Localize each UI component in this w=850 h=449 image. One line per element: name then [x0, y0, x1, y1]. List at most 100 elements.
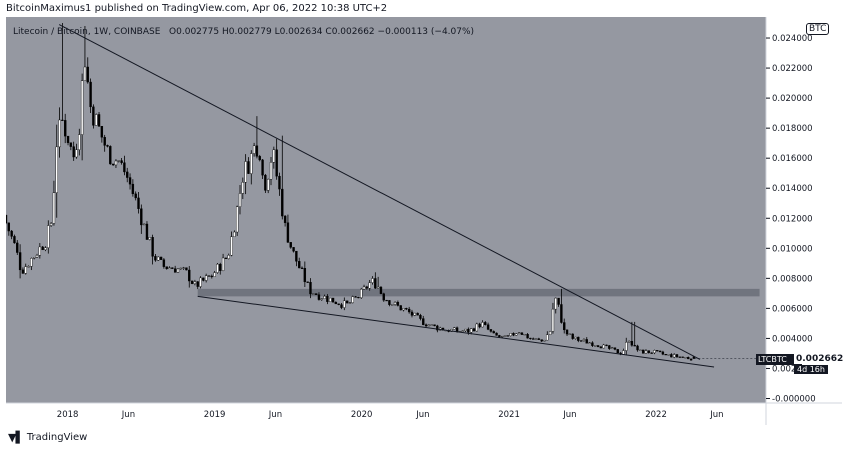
close-label: C	[325, 27, 332, 37]
candle-body	[227, 255, 230, 259]
candle-body	[667, 354, 670, 356]
candle-body	[405, 308, 408, 310]
candle-body	[523, 334, 526, 336]
candle-body	[532, 338, 535, 340]
candle-body	[605, 344, 608, 346]
candle-body	[399, 305, 402, 311]
candle-body	[269, 162, 273, 180]
candle-body	[106, 145, 109, 147]
candle-body	[21, 269, 25, 274]
candle-body	[410, 311, 414, 316]
candle-body	[199, 277, 202, 287]
candle-body	[190, 280, 194, 284]
y-tick-label: 0.016000	[772, 154, 813, 164]
candle-body	[27, 266, 30, 268]
candle-body	[16, 242, 19, 253]
candle-body	[416, 312, 419, 316]
candle-body	[571, 333, 574, 339]
candle-body	[123, 162, 126, 173]
candle-body	[162, 259, 166, 267]
candle-body	[678, 356, 681, 358]
candle-body	[687, 357, 690, 360]
candle-body	[455, 327, 459, 332]
x-tick-label: Jun	[268, 410, 282, 420]
low-value: 0.002634	[279, 27, 323, 37]
chart-area[interactable]: 0.024000 0.022000 0.020000 0.018000 0.016000…	[4, 17, 842, 425]
candle-body	[317, 294, 321, 300]
candle-body	[644, 350, 648, 354]
candle-body	[157, 256, 160, 261]
candle-body	[520, 332, 524, 335]
candle-body	[179, 267, 182, 270]
candle-body	[464, 328, 467, 332]
candle-body	[413, 312, 416, 316]
candle-body	[498, 335, 501, 338]
candle-body	[365, 286, 369, 289]
candle-body	[391, 304, 394, 306]
candle-body	[41, 246, 44, 251]
candle-body	[100, 126, 104, 138]
candle-body	[402, 308, 405, 311]
candle-body	[461, 330, 464, 332]
candle-body	[436, 325, 439, 331]
candle-body	[658, 350, 662, 353]
candle-body	[224, 257, 228, 259]
price-chart[interactable]: 0.024000 0.022000 0.020000 0.018000 0.016000…	[4, 17, 842, 425]
candle-body	[148, 237, 151, 240]
resistance-band	[197, 288, 760, 297]
candle-body	[261, 159, 264, 176]
ticker-price-tag: LTCBTC	[756, 354, 802, 365]
candle-body	[193, 281, 197, 284]
candle-body	[7, 222, 11, 232]
candle-body	[69, 142, 73, 147]
candle-body	[323, 295, 326, 299]
candle-body	[343, 300, 346, 308]
candle-body	[168, 267, 171, 270]
candle-body	[64, 120, 67, 137]
candle-body	[653, 350, 656, 354]
candle-body	[374, 278, 377, 289]
candle-body	[230, 236, 233, 256]
candle-body	[481, 322, 484, 328]
candle-body	[489, 329, 493, 332]
candle-body	[154, 256, 157, 261]
candle-body	[675, 354, 679, 358]
candle-body	[334, 302, 338, 305]
currency-badge[interactable]: BTC	[806, 23, 830, 35]
candle-body	[636, 345, 639, 351]
candle-body	[599, 346, 603, 349]
candle-body	[326, 295, 329, 302]
candle-body	[210, 275, 213, 278]
candle-body	[664, 354, 667, 356]
candle-body	[382, 293, 385, 301]
x-tick-label: Jun	[562, 410, 576, 420]
x-tick-label: 2018	[57, 410, 79, 420]
candle-body	[348, 302, 352, 304]
footer: ▼▌ TradingView	[8, 431, 87, 444]
candle-body	[557, 297, 560, 305]
x-tick-label: 2021	[498, 410, 520, 420]
candle-body	[495, 332, 498, 336]
candle-body	[52, 192, 56, 224]
candle-body	[140, 208, 143, 226]
candle-body	[283, 215, 287, 223]
candle-body	[543, 339, 546, 342]
high-value: 0.002779	[228, 27, 272, 37]
candle-body	[131, 183, 135, 195]
candle-body	[515, 333, 518, 336]
candle-body	[427, 324, 431, 327]
candle-body	[252, 145, 256, 154]
candle-body	[689, 358, 693, 361]
candle-body	[565, 329, 569, 335]
candle-body	[278, 175, 281, 190]
candle-body	[207, 275, 211, 277]
y-tick-label: 0.012000	[772, 214, 813, 224]
candle-body	[577, 336, 580, 341]
candle-body	[103, 137, 106, 146]
last-price-label: 0.002662	[794, 354, 846, 364]
candle-body	[13, 236, 16, 244]
candle-body	[492, 331, 495, 334]
candle-body	[128, 177, 132, 185]
x-tick-label: 2019	[204, 410, 226, 420]
candle-body	[616, 349, 619, 354]
